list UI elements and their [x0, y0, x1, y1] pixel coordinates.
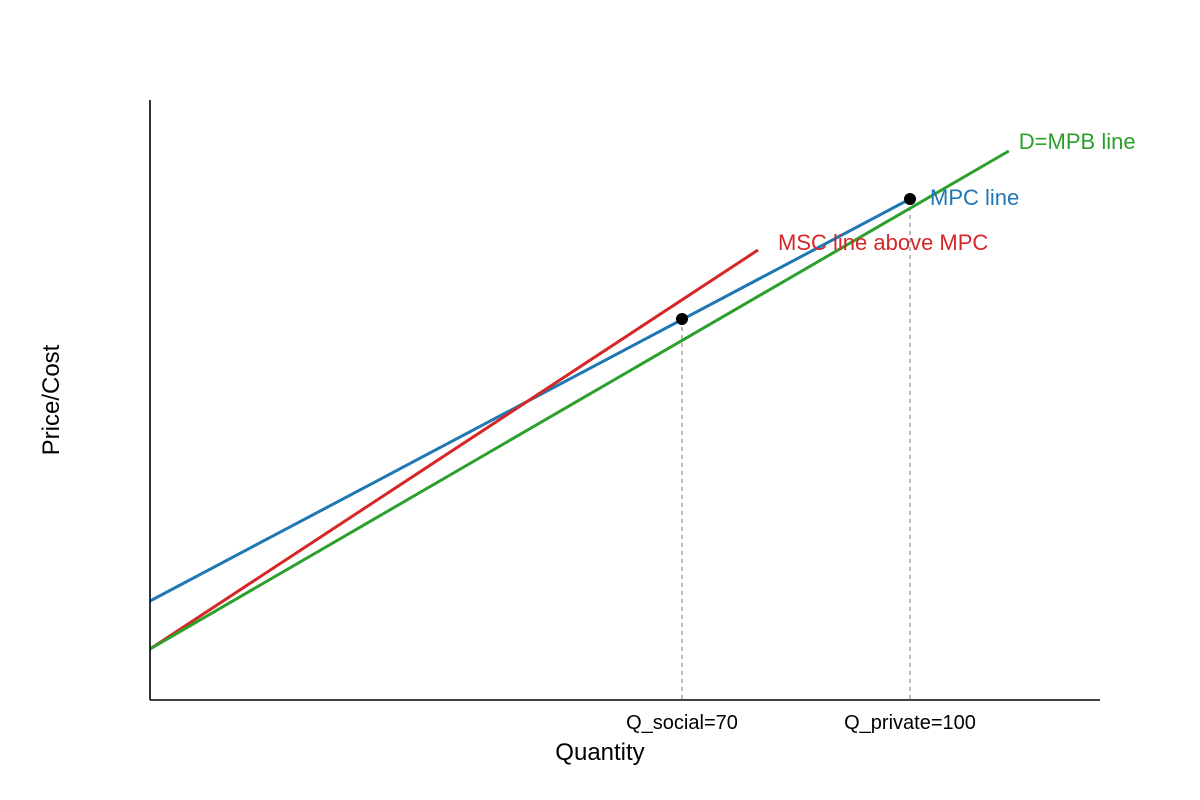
x-tick-labels: Q_social=70 Q_private=100 — [626, 712, 976, 734]
series-labels: MPC line MSC line above MPC D=MPB line — [778, 129, 1136, 255]
series-lines — [149, 149, 1010, 651]
axes — [149, 100, 1100, 701]
equilibrium-point-1 — [904, 193, 916, 205]
x-axis-label: Quantity — [555, 739, 644, 766]
y-axis-label: Price/Cost — [38, 344, 65, 455]
series-label-2: D=MPB line — [1019, 129, 1136, 154]
series-line-1 — [149, 248, 759, 651]
equilibrium-point-0 — [676, 313, 688, 325]
series-label-0: MPC line — [930, 185, 1019, 210]
reference-lines — [681, 199, 911, 700]
series-line-2 — [149, 149, 1010, 651]
x-tick-label-0: Q_social=70 — [626, 712, 738, 734]
equilibrium-points — [676, 193, 916, 325]
x-tick-label-1: Q_private=100 — [844, 712, 976, 734]
series-label-1: MSC line above MPC — [778, 230, 988, 255]
